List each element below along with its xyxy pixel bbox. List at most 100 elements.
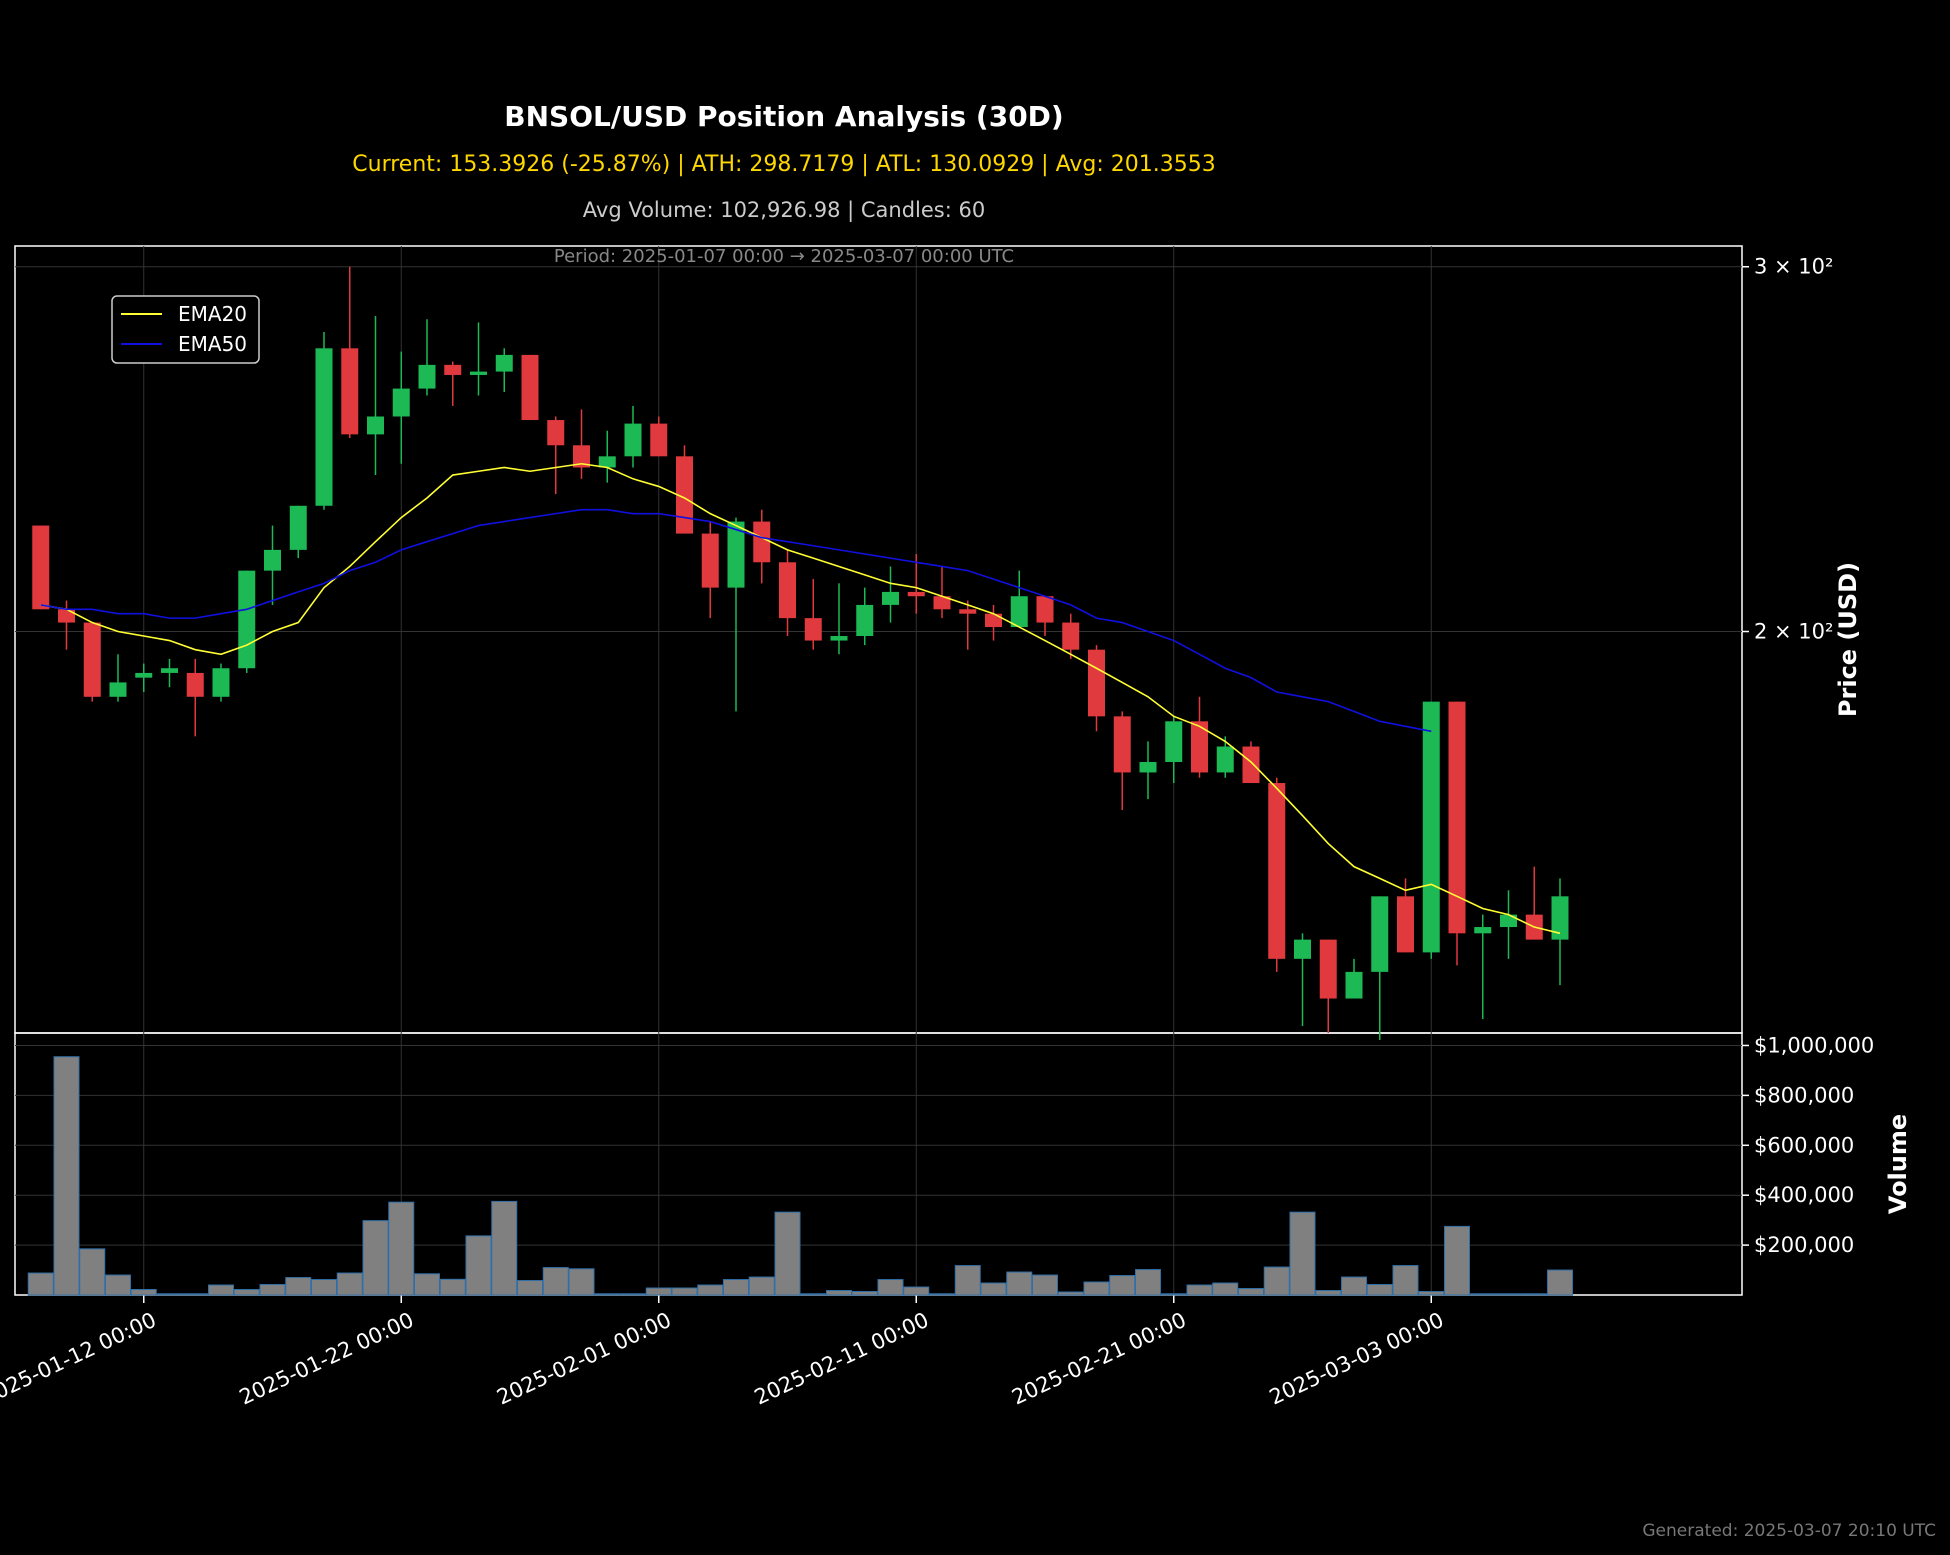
- candle-down: [444, 364, 462, 375]
- volume-bar: [491, 1200, 518, 1296]
- candle-down: [1319, 939, 1337, 999]
- volume-bar: [130, 1289, 157, 1296]
- volume-bar: [1366, 1284, 1393, 1296]
- candle-up: [1345, 971, 1363, 999]
- price-tick-label: 2 × 10²: [1754, 620, 1833, 644]
- volume-bar: [1341, 1276, 1367, 1296]
- volume-bar: [620, 1293, 646, 1296]
- volume-bar: [259, 1284, 286, 1296]
- volume-bar: [285, 1277, 312, 1296]
- x-tick-label: 2025-02-21 00:00: [1008, 1308, 1190, 1410]
- volume-bar: [645, 1287, 672, 1296]
- volume-bar: [79, 1248, 106, 1296]
- volume-bar: [568, 1268, 595, 1296]
- volume-tick-label: $800,000: [1754, 1083, 1854, 1107]
- x-tick-label: 2025-02-01 00:00: [493, 1308, 675, 1410]
- volume-bar: [1263, 1266, 1290, 1296]
- candle-down: [1242, 746, 1260, 784]
- candle-up: [1551, 896, 1569, 940]
- volume-bar: [1444, 1225, 1470, 1296]
- volume-bar: [1289, 1211, 1316, 1296]
- volume-bar: [1315, 1290, 1342, 1296]
- candle-up: [624, 423, 642, 457]
- candle-down: [985, 613, 1002, 628]
- candle-up: [1371, 896, 1389, 972]
- candle-up: [1500, 914, 1517, 928]
- candle-up: [161, 668, 178, 673]
- volume-bar: [954, 1265, 981, 1296]
- volume-bar: [1547, 1269, 1573, 1296]
- candle-up: [1294, 939, 1311, 959]
- volume-bar: [748, 1276, 775, 1296]
- candle-down: [804, 618, 822, 641]
- candle-up: [212, 668, 230, 697]
- volume-bar: [1006, 1271, 1033, 1296]
- candle-up: [1422, 701, 1440, 953]
- volume-axis-label: Volume: [1884, 1114, 1912, 1214]
- candle-down: [907, 591, 925, 597]
- volume-bar: [594, 1293, 621, 1296]
- volume-bar: [388, 1201, 415, 1296]
- candle-up: [109, 682, 127, 697]
- volume-bar: [1160, 1293, 1187, 1296]
- volume-bar: [517, 1280, 543, 1296]
- generated-timestamp: Generated: 2025-03-07 20:10 UTC: [1642, 1521, 1936, 1541]
- volume-bar: [980, 1282, 1007, 1296]
- candle-down: [650, 423, 668, 457]
- volume-bar: [182, 1293, 209, 1296]
- volume-bar: [1109, 1275, 1136, 1296]
- volume-bar: [1521, 1293, 1548, 1296]
- candle-up: [727, 521, 745, 588]
- volume-bar: [903, 1286, 930, 1296]
- volume-bar: [1083, 1281, 1110, 1296]
- volume-bar: [1057, 1291, 1084, 1296]
- volume-bar: [53, 1056, 80, 1296]
- legend-label: EMA20: [178, 302, 247, 326]
- price-axis-label: Price (USD): [1834, 562, 1862, 717]
- candle-down: [676, 456, 693, 534]
- volume-bar: [465, 1235, 492, 1296]
- candle-up: [1165, 721, 1183, 762]
- volume-bar: [723, 1279, 749, 1296]
- chart-title: BNSOL/USD Position Analysis (30D): [504, 100, 1064, 133]
- candle-down: [521, 354, 539, 421]
- ema50-line: [40, 508, 1432, 733]
- volume-bar: [1186, 1284, 1213, 1296]
- volume-bar: [105, 1274, 131, 1296]
- candle-down: [341, 348, 359, 435]
- candle-down: [1088, 649, 1105, 717]
- volume-bar: [362, 1220, 389, 1296]
- candle-up: [135, 672, 153, 678]
- volume-bar: [1135, 1269, 1161, 1296]
- candle-down: [58, 609, 75, 623]
- candle-down: [1036, 596, 1054, 623]
- volume-bar: [439, 1278, 466, 1296]
- volume-bar: [877, 1279, 904, 1296]
- volume-bar: [1469, 1293, 1496, 1296]
- volume-stats: Avg Volume: 102,926.98 | Candles: 60: [582, 198, 986, 222]
- volume-bar: [311, 1279, 337, 1296]
- candle-up: [830, 636, 848, 641]
- candle-down: [959, 609, 977, 614]
- x-tick-label: 2025-01-22 00:00: [236, 1308, 418, 1410]
- candle-up: [289, 505, 307, 550]
- candle-down: [1268, 783, 1286, 959]
- legend-label: EMA50: [178, 332, 247, 356]
- candle-down: [1448, 701, 1466, 934]
- candle-down: [573, 445, 590, 468]
- volume-bar: [1032, 1274, 1058, 1296]
- volume-tick-label: $400,000: [1754, 1183, 1854, 1207]
- candle-up: [598, 456, 616, 468]
- volume-bar: [414, 1273, 440, 1296]
- volume-bar: [800, 1293, 827, 1296]
- candle-up: [1474, 927, 1492, 934]
- candle-down: [753, 521, 771, 563]
- volume-bar: [671, 1287, 698, 1296]
- volume-bar: [336, 1272, 363, 1296]
- legend-box: [111, 295, 260, 364]
- candle-down: [32, 525, 50, 610]
- volume-tick-label: $600,000: [1754, 1133, 1854, 1157]
- candle-up: [264, 549, 281, 571]
- candle-up: [418, 364, 436, 389]
